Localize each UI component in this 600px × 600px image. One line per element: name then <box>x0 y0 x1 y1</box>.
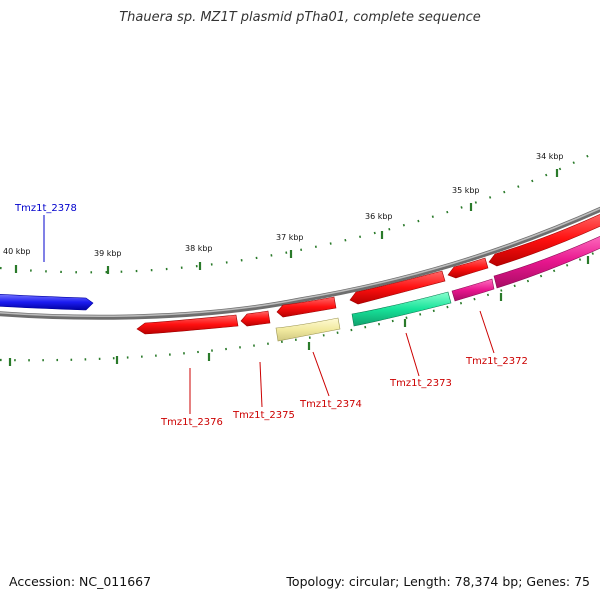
summary-text: Topology: circular; Length: 78,374 bp; G… <box>286 574 590 589</box>
accession-text: Accession: NC_011667 <box>9 574 152 589</box>
gene-forward-2[interactable] <box>349 270 446 305</box>
gene-label-tmz1t-2378[interactable]: Tmz1t_2378 <box>14 203 77 214</box>
gene-label-tmz1t-2372[interactable]: Tmz1t_2372 <box>465 356 528 367</box>
leader-tmz1t-2374 <box>312 351 330 397</box>
outer-major-ticks <box>14 169 559 274</box>
gene-label-tmz1t-2375[interactable]: Tmz1t_2375 <box>232 410 295 421</box>
gene-tmz1t-2372[interactable] <box>451 278 495 302</box>
gene-label-tmz1t-2374[interactable]: Tmz1t_2374 <box>299 399 362 410</box>
tick-label-39: 39 kbp <box>94 249 122 258</box>
tick-labels: 34 kbp 35 kbp 36 kbp 37 kbp 38 kbp 39 kb… <box>3 152 564 258</box>
backbone-arc <box>0 206 600 320</box>
inner-major-ticks <box>8 256 590 366</box>
tick-label-38: 38 kbp <box>185 244 213 253</box>
gene-features <box>0 212 600 342</box>
tick-label-40: 40 kbp <box>3 247 31 256</box>
gene-label-tmz1t-2373[interactable]: Tmz1t_2373 <box>389 378 452 389</box>
leader-tmz1t-2373 <box>405 332 420 377</box>
leader-tmz1t-2375 <box>259 361 263 408</box>
tick-label-34: 34 kbp <box>536 152 564 161</box>
backbone-arc-highlight <box>0 207 600 317</box>
gene-tmz1t-2376[interactable] <box>136 314 239 335</box>
gene-labels: Tmz1t_2378 Tmz1t_2372 Tmz1t_2373 Tmz1t_2… <box>14 203 528 428</box>
gene-label-tmz1t-2376[interactable]: Tmz1t_2376 <box>160 417 223 428</box>
map-title: Thauera sp. MZ1T plasmid pTha01, complet… <box>119 10 481 25</box>
gene-tmz1t-2373[interactable] <box>351 291 452 327</box>
gene-forward-4[interactable] <box>488 212 600 267</box>
label-leaders <box>43 215 495 414</box>
gene-tmz1t-2378[interactable] <box>0 293 94 311</box>
tick-label-36: 36 kbp <box>365 212 393 221</box>
gene-forward-3[interactable] <box>447 257 489 279</box>
leader-tmz1t-2372 <box>479 310 495 354</box>
gene-forward-1[interactable] <box>276 296 337 318</box>
gene-tmz1t-2374[interactable] <box>275 317 341 342</box>
tick-label-37: 37 kbp <box>276 233 304 242</box>
gene-tmz1t-2375[interactable] <box>240 310 271 327</box>
gene-pink-2[interactable] <box>493 234 600 289</box>
tick-label-35: 35 kbp <box>452 186 480 195</box>
